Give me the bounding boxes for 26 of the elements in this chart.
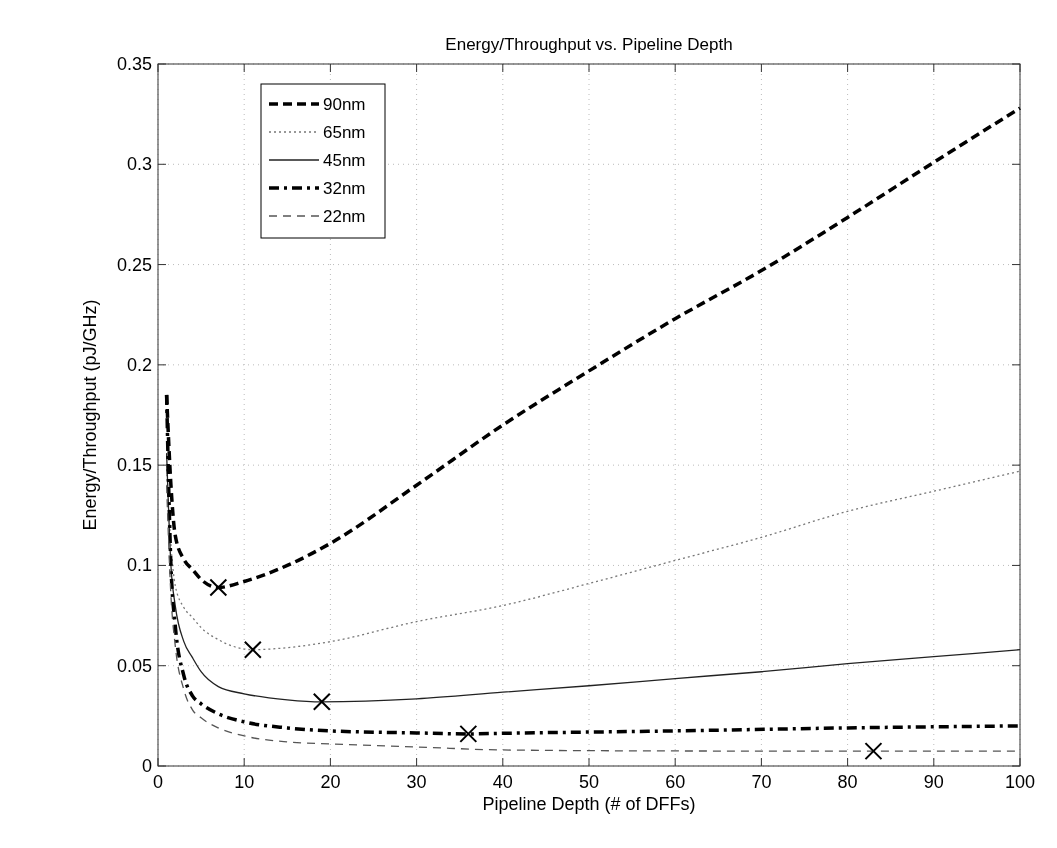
- x-tick-label: 40: [492, 772, 513, 792]
- chart-title: Energy/Throughput vs. Pipeline Depth: [445, 35, 733, 54]
- x-tick-label: 60: [665, 772, 686, 792]
- x-tick-label: 90: [923, 772, 944, 792]
- legend-label: 65nm: [323, 123, 366, 142]
- x-tick-label: 30: [406, 772, 427, 792]
- x-tick-label: 50: [578, 772, 600, 792]
- legend-label: 22nm: [323, 207, 366, 226]
- x-tick-label: 100: [1004, 772, 1036, 792]
- x-tick-label: 70: [751, 772, 772, 792]
- x-tick-label: 10: [234, 772, 255, 792]
- y-tick-label: 0.05: [116, 655, 152, 676]
- x-tick-label: 80: [837, 772, 858, 792]
- y-tick-label: 0.1: [126, 555, 152, 576]
- x-axis-title: Pipeline Depth (# of DFFs): [482, 794, 696, 814]
- y-axis-title: Energy/Throughput (pJ/GHz): [80, 299, 100, 531]
- y-tick-label: 0.3: [126, 154, 152, 175]
- y-tick-label: 0.35: [116, 54, 152, 74]
- legend-label: 90nm: [323, 95, 366, 114]
- x-tick-label: 20: [320, 772, 341, 792]
- y-tick-label: 0.15: [116, 455, 152, 476]
- y-tick-label: 0.2: [126, 354, 152, 375]
- y-tick-label: 0.25: [116, 254, 152, 275]
- y-tick-label: 0: [141, 756, 152, 776]
- legend-label: 45nm: [323, 151, 366, 170]
- legend-label: 32nm: [323, 179, 366, 198]
